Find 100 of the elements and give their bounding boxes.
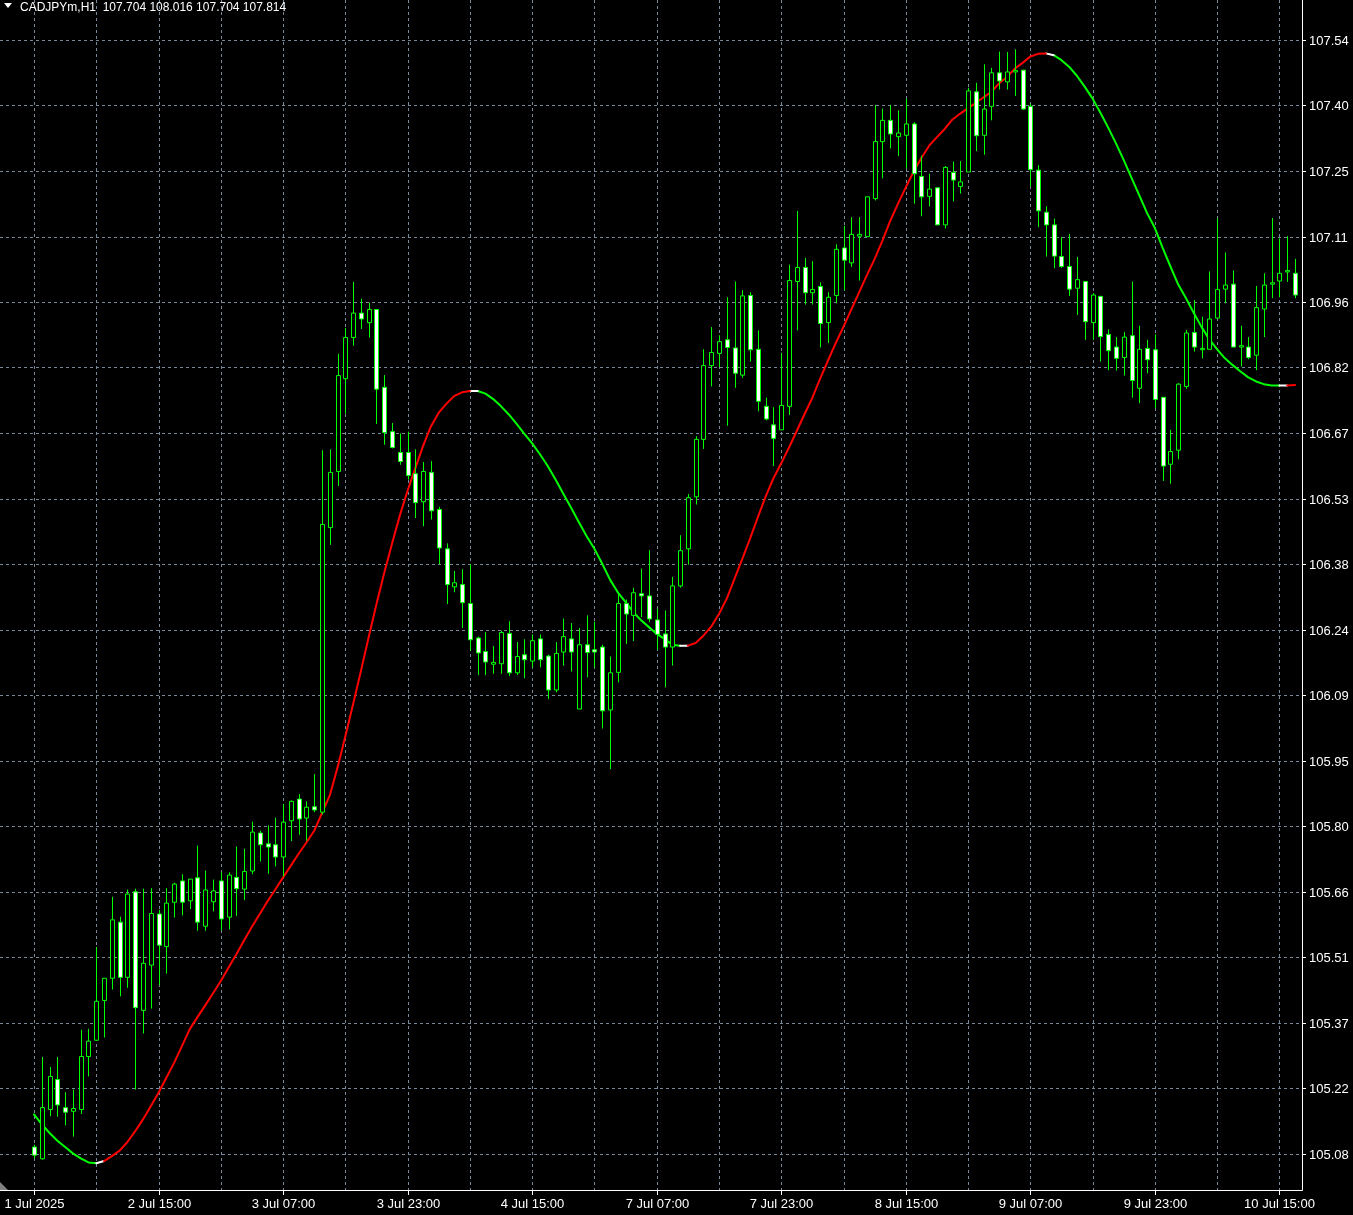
candlestick [787, 264, 792, 416]
candlestick [1153, 333, 1158, 409]
candlestick [982, 63, 987, 156]
candlestick [382, 374, 387, 446]
y-tick-label: 107.25 [1309, 164, 1349, 180]
candlestick [468, 563, 473, 652]
candlestick [725, 296, 730, 427]
y-tick-label: 105.95 [1309, 754, 1349, 770]
candlestick [694, 435, 699, 506]
candlestick [803, 257, 808, 306]
candlestick [538, 633, 543, 668]
y-tick-label: 106.53 [1309, 492, 1349, 508]
candlestick [701, 348, 706, 450]
candlestick [102, 977, 107, 1039]
candlestick [258, 830, 263, 863]
candlestick [974, 82, 979, 152]
candlestick [149, 887, 154, 1010]
candlestick [880, 108, 885, 179]
candlestick [834, 243, 839, 304]
candlestick [1137, 325, 1142, 404]
candlestick [1013, 48, 1018, 97]
candlestick [810, 260, 815, 306]
candlestick [367, 302, 372, 339]
candlestick [172, 882, 177, 919]
x-tick-label: 10 Jul 15:00 [1244, 1196, 1315, 1211]
candlestick [966, 87, 971, 173]
x-tick-label: 2 Jul 15:00 [127, 1196, 192, 1211]
y-tick-label: 105.08 [1309, 1147, 1349, 1163]
x-tick-label: 9 Jul 23:00 [1123, 1196, 1188, 1211]
x-tick-label: 7 Jul 23:00 [749, 1196, 814, 1211]
candlestick [958, 160, 963, 195]
candlestick [281, 803, 286, 877]
candlestick [826, 291, 831, 344]
candlestick [460, 568, 465, 629]
y-tick-label: 106.82 [1309, 360, 1349, 376]
candlestick [242, 848, 247, 901]
x-tick-label: 9 Jul 07:00 [998, 1196, 1063, 1211]
candlestick [530, 633, 535, 668]
candlestick [94, 946, 99, 1041]
candlestick [655, 608, 660, 651]
x-tick-label: 4 Jul 15:00 [500, 1196, 565, 1211]
candlestick [717, 334, 722, 368]
candlestick [421, 461, 426, 527]
candlestick [1021, 69, 1026, 111]
candlestick [896, 109, 901, 157]
candlestick [234, 846, 239, 917]
candlestick [740, 289, 745, 379]
candlestick [250, 821, 255, 875]
x-tick-label: 7 Jul 07:00 [625, 1196, 690, 1211]
candlestick [670, 576, 675, 667]
candlestick [1098, 295, 1103, 363]
candlestick [1044, 205, 1049, 258]
candlestick [133, 888, 138, 1091]
candlestick [1122, 331, 1127, 377]
candlestick [779, 352, 784, 431]
candlestick [842, 225, 847, 291]
x-tick-label: 1 Jul 2025 [4, 1196, 65, 1211]
candlestick [71, 1089, 76, 1138]
candlestick [188, 878, 193, 910]
candlestick [935, 187, 940, 226]
candlestick [857, 216, 862, 282]
candlestick [608, 656, 613, 770]
candlestick [211, 879, 216, 912]
candlestick [312, 773, 317, 813]
candlestick [164, 887, 169, 975]
candlestick [320, 449, 325, 815]
candlestick [452, 570, 457, 593]
candlestick [927, 173, 932, 207]
candlestick [569, 622, 574, 672]
candlestick [1293, 258, 1298, 299]
candlestick [1083, 280, 1088, 341]
candlestick [1059, 236, 1064, 269]
x-tick-label: 3 Jul 23:00 [376, 1196, 441, 1211]
candlestick [125, 889, 130, 989]
candlestick [1231, 270, 1236, 348]
candlestick [912, 121, 917, 205]
candlestick [141, 888, 146, 1034]
candlestick [561, 618, 566, 667]
candlestick [437, 506, 442, 565]
candlestick [585, 614, 590, 678]
candlestick [445, 542, 450, 605]
candlestick [1207, 270, 1212, 350]
candlestick [429, 460, 434, 520]
candlestick [686, 493, 691, 566]
candlestick [818, 281, 823, 348]
candlestick [1184, 329, 1189, 390]
candlestick [795, 210, 800, 331]
candlestick [195, 845, 200, 932]
y-tick-label: 107.40 [1309, 98, 1349, 114]
candlestick [351, 281, 356, 347]
candlestick [522, 638, 527, 679]
candlestick [79, 1029, 84, 1115]
candlestick [1091, 292, 1096, 341]
candlestick [390, 422, 395, 449]
y-tick-label: 106.96 [1309, 295, 1349, 311]
candlestick [1130, 280, 1135, 399]
x-tick-label: 3 Jul 07:00 [251, 1196, 316, 1211]
candlestick [951, 161, 956, 202]
candlestick [266, 824, 271, 875]
candlestick [639, 568, 644, 618]
